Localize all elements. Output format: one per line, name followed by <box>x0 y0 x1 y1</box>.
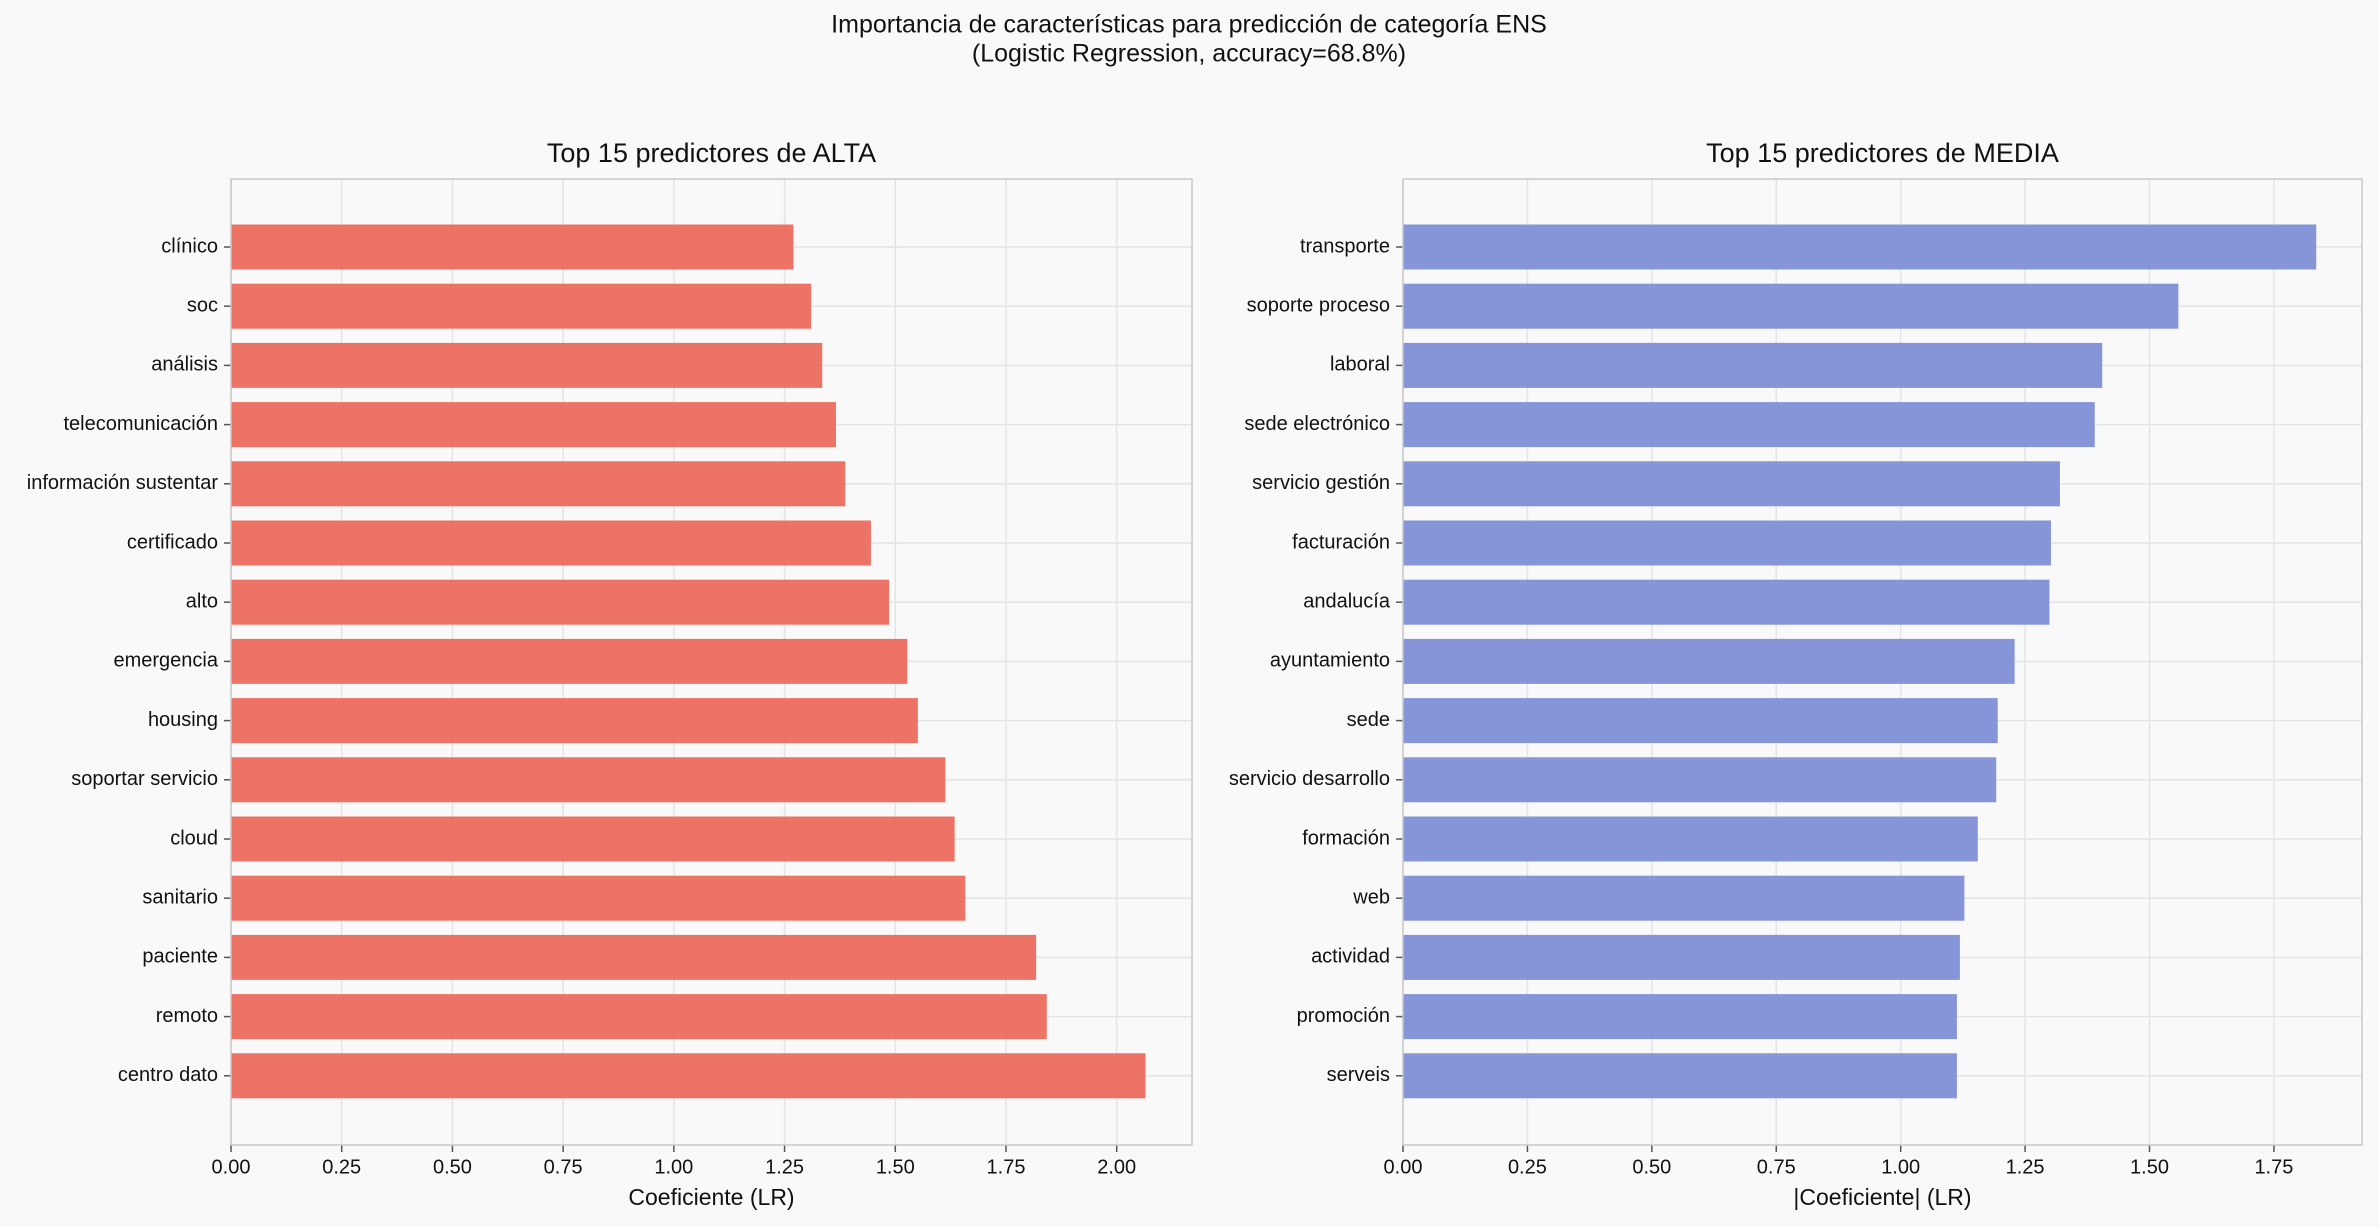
bar <box>1403 579 2050 625</box>
bar <box>231 224 794 270</box>
x-tick-label: 0.75 <box>544 1156 583 1178</box>
bar <box>1403 934 1960 980</box>
bar <box>231 698 918 744</box>
plot-frame <box>1402 178 2363 1146</box>
y-tick-label: actividad <box>1311 946 1390 968</box>
y-tick-label: housing <box>148 709 218 731</box>
bar <box>231 579 890 625</box>
bar <box>231 816 955 862</box>
x-tick-label: 2.00 <box>1097 1156 1136 1178</box>
y-tick-label: sanitario <box>142 886 218 908</box>
y-tick-label: web <box>1352 886 1390 908</box>
y-tick-label: formación <box>1302 827 1390 849</box>
bar <box>231 520 871 566</box>
x-tick-label: 1.75 <box>987 1156 1026 1178</box>
y-tick-label: alto <box>186 590 218 612</box>
y-tick-label: serveis <box>1327 1064 1390 1086</box>
y-tick-label: servicio desarrollo <box>1229 768 1390 790</box>
subplot-title: Top 15 predictores de MEDIA <box>1706 138 2059 168</box>
y-tick-label: soc <box>187 294 218 316</box>
bar <box>231 934 1037 980</box>
bar <box>231 875 966 921</box>
figure-title: Importancia de características para pred… <box>831 11 1547 39</box>
y-tick-label: telecomunicación <box>63 413 218 435</box>
x-tick-label: 1.50 <box>876 1156 915 1178</box>
bar <box>1403 520 2051 566</box>
bar <box>231 1053 1146 1099</box>
x-axis-label: Coeficiente (LR) <box>628 1184 794 1210</box>
x-tick-label: 0.00 <box>1384 1156 1423 1178</box>
subplot-title: Top 15 predictores de ALTA <box>547 138 876 168</box>
bar <box>1403 816 1978 862</box>
y-tick-label: sede <box>1347 709 1390 731</box>
bar <box>1403 402 2095 448</box>
y-tick-label: soporte proceso <box>1247 294 1390 316</box>
figure-subtitle: (Logistic Regression, accuracy=68.8%) <box>972 40 1406 68</box>
x-axis-label: |Coeficiente| (LR) <box>1793 1184 1971 1210</box>
bar <box>231 994 1047 1040</box>
bar <box>1403 638 2015 684</box>
y-tick-label: sede electrónico <box>1244 413 1390 435</box>
bar <box>231 638 908 684</box>
x-tick-label: 1.50 <box>2130 1156 2169 1178</box>
y-tick-label: facturación <box>1292 531 1390 553</box>
y-tick-label: soportar servicio <box>71 768 218 790</box>
x-tick-label: 1.25 <box>2006 1156 2045 1178</box>
bar <box>231 402 836 448</box>
bar <box>1403 224 2317 270</box>
x-tick-label: 1.00 <box>1881 1156 1920 1178</box>
bar <box>1403 1053 1957 1099</box>
y-tick-label: emergencia <box>113 650 218 672</box>
plot-frame <box>230 178 1193 1146</box>
bar <box>1403 698 1998 744</box>
x-tick-label: 0.50 <box>433 1156 472 1178</box>
y-tick-label: ayuntamiento <box>1270 650 1390 672</box>
y-tick-label: promoción <box>1297 1005 1390 1027</box>
y-tick-label: transporte <box>1300 235 1390 257</box>
bar <box>231 461 846 507</box>
bar <box>1403 875 1965 921</box>
x-tick-label: 0.75 <box>1757 1156 1796 1178</box>
x-tick-label: 1.25 <box>765 1156 804 1178</box>
x-tick-label: 0.50 <box>1632 1156 1671 1178</box>
y-tick-label: andalucía <box>1303 590 1391 612</box>
x-tick-label: 0.00 <box>212 1156 251 1178</box>
y-tick-label: paciente <box>142 946 218 968</box>
bar <box>1403 283 2179 329</box>
x-tick-label: 1.00 <box>654 1156 693 1178</box>
y-tick-label: centro dato <box>118 1064 218 1086</box>
bar <box>231 757 946 803</box>
x-tick-label: 0.25 <box>322 1156 361 1178</box>
bar <box>1403 461 2060 507</box>
bar <box>1403 994 1957 1040</box>
y-tick-label: remoto <box>156 1005 218 1027</box>
y-tick-label: cloud <box>170 827 218 849</box>
y-tick-label: análisis <box>151 354 218 376</box>
y-tick-label: clínico <box>161 235 218 257</box>
bar <box>231 342 823 388</box>
bar <box>1403 342 2103 388</box>
x-tick-label: 0.25 <box>1508 1156 1547 1178</box>
y-tick-label: laboral <box>1330 354 1390 376</box>
y-tick-label: servicio gestión <box>1252 472 1390 494</box>
y-tick-label: certificado <box>127 531 218 553</box>
bar <box>231 283 812 329</box>
y-tick-label: información sustentar <box>27 472 219 494</box>
x-tick-label: 1.75 <box>2254 1156 2293 1178</box>
bar <box>1403 757 1997 803</box>
